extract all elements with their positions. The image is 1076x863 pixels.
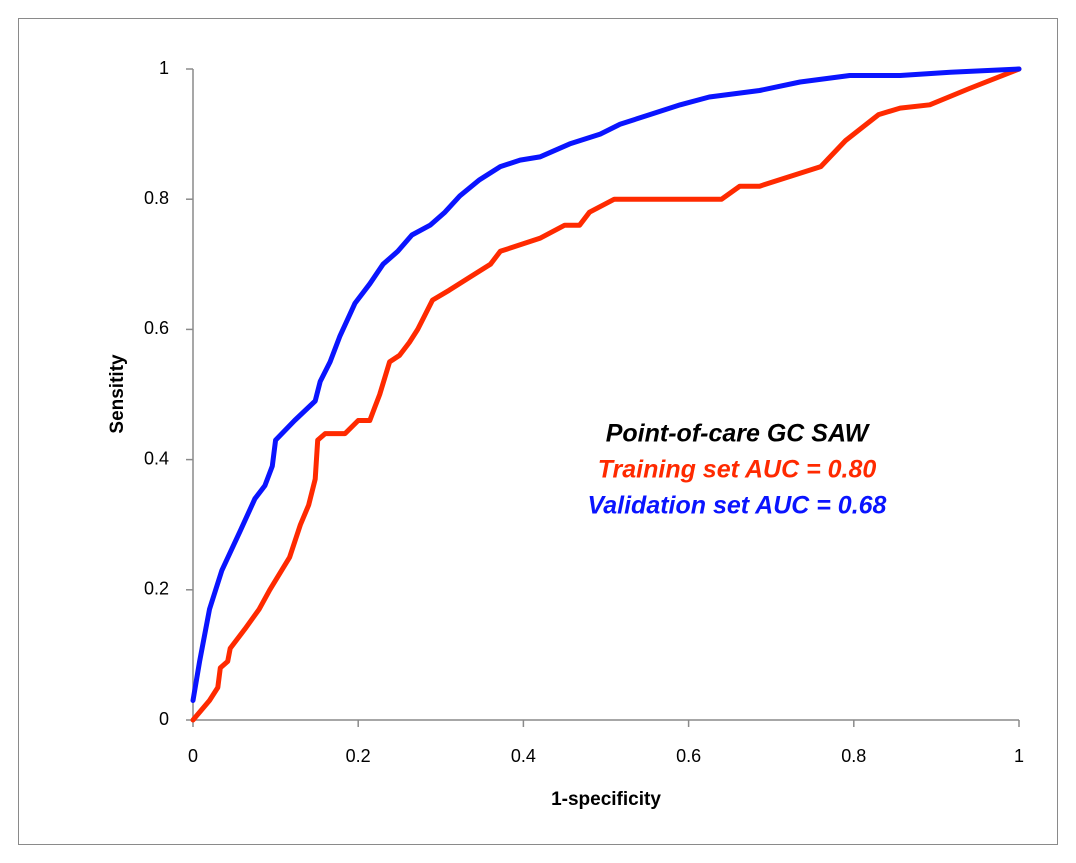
x-tick-label: 0 xyxy=(188,746,198,766)
x-axis-title: 1-specificity xyxy=(551,789,661,810)
x-tick-label: 0.2 xyxy=(346,746,371,766)
y-tick-label: 0.6 xyxy=(144,318,169,338)
x-tick-label: 0.4 xyxy=(511,746,536,766)
y-tick-label: 0.2 xyxy=(144,579,169,599)
x-tick-label: 0.8 xyxy=(841,746,866,766)
annotation: Point-of-care GC SAW xyxy=(606,420,871,448)
annotation: Validation set AUC = 0.68 xyxy=(588,492,887,520)
y-tick-label: 0.8 xyxy=(144,188,169,208)
roc-line xyxy=(190,66,1022,703)
annotation: Training set AUC = 0.80 xyxy=(598,456,877,484)
roc-line xyxy=(190,66,1022,723)
y-tick-label: 1 xyxy=(159,58,169,78)
x-tick-label: 0.6 xyxy=(676,746,701,766)
y-axis-title: Sensitity xyxy=(107,354,128,434)
y-tick-label: 0.4 xyxy=(144,448,169,468)
x-tick-label: 1 xyxy=(1014,746,1024,766)
y-tick-label: 0 xyxy=(159,709,169,729)
